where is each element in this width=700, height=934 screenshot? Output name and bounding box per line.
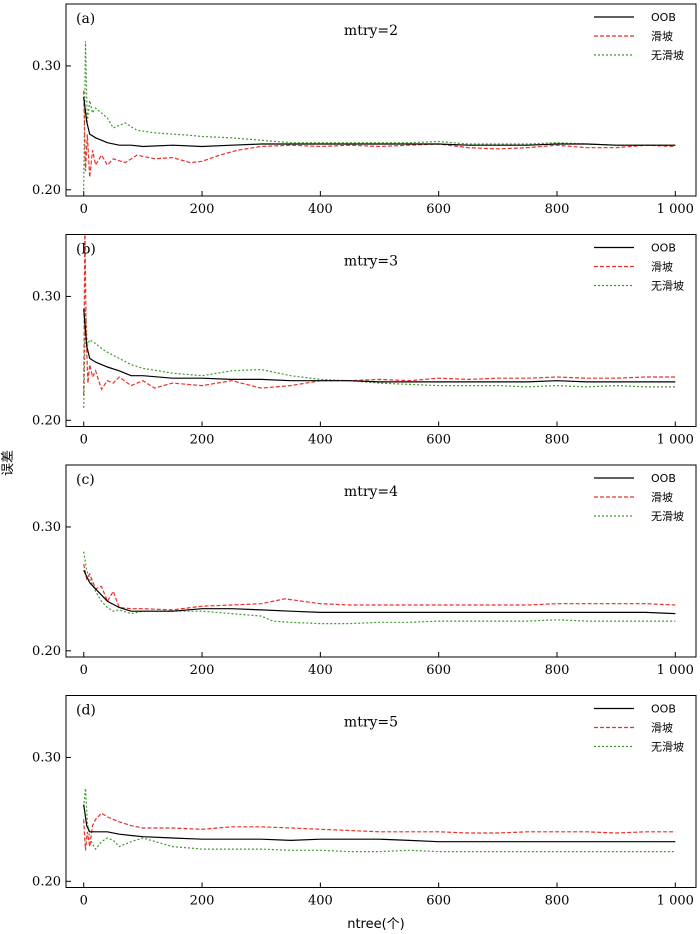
panel-b-legend-label-landslide: 滑坡 bbox=[651, 261, 673, 274]
panel-a-frame bbox=[65, 3, 697, 197]
panel-a-xtick-label: 1 000 bbox=[657, 202, 694, 217]
panel-b-label: (b) bbox=[76, 242, 96, 258]
panel-d-legend-label-oob: OOB bbox=[651, 703, 676, 716]
panel-c-legend-label-non-landslide: 无滑坡 bbox=[651, 510, 684, 523]
panel-b-legend-label-non-landslide: 无滑坡 bbox=[651, 280, 684, 293]
panel-a-ytick-label: 0.20 bbox=[32, 183, 61, 198]
panel-c-legend-label-landslide: 滑坡 bbox=[651, 491, 673, 504]
x-axis-label: ntree(个) bbox=[347, 917, 405, 932]
panel-a-series-oob bbox=[83, 96, 676, 148]
panel-c-series-landslide bbox=[83, 563, 676, 611]
panel-d-series-oob bbox=[83, 804, 676, 843]
panel-d-xtick-label: 1 000 bbox=[657, 894, 694, 909]
y-axis-label: 误差 bbox=[1, 450, 16, 476]
panel-b-xtick-label: 1 000 bbox=[657, 433, 694, 448]
panel-c-series-oob bbox=[83, 570, 676, 615]
panel-d-legend-label-non-landslide: 无滑坡 bbox=[651, 741, 684, 754]
panel-b-ytick-label: 0.20 bbox=[32, 413, 61, 428]
panel-d: 0.20 0.30 0 200 400 600 800 1 000 (d) mtry=5 OOB 滑坡… bbox=[32, 695, 697, 909]
panel-d-legend-label-landslide: 滑坡 bbox=[651, 722, 673, 735]
panel-a-ytick-label: 0.30 bbox=[32, 59, 61, 74]
panel-c-xtick-label: 0 bbox=[80, 663, 88, 678]
panel-a-xtick-label: 0 bbox=[80, 202, 88, 217]
panel-c-xtick-label: 800 bbox=[545, 663, 570, 678]
panel-c-ytick-label: 0.20 bbox=[32, 644, 61, 659]
panel-a-legend-label-landslide: 滑坡 bbox=[651, 30, 673, 43]
panel-b-xtick-label: 400 bbox=[308, 433, 333, 448]
panel-a-legend-label-oob: OOB bbox=[651, 11, 676, 24]
panel-b-legend-label-oob: OOB bbox=[651, 242, 676, 255]
panel-a-xtick-label: 200 bbox=[190, 202, 215, 217]
panel-a-xtick-label: 800 bbox=[545, 202, 570, 217]
panel-c-frame bbox=[65, 464, 697, 658]
panel-c-legend-label-oob: OOB bbox=[651, 472, 676, 485]
panel-a-title: mtry=2 bbox=[344, 23, 398, 39]
panel-a-legend-label-non-landslide: 无滑坡 bbox=[651, 49, 684, 62]
panel-c-ytick-label: 0.30 bbox=[32, 520, 61, 535]
panel-d-frame bbox=[65, 695, 697, 888]
panel-c-xtick-label: 200 bbox=[190, 663, 215, 678]
panel-b-xtick-label: 200 bbox=[190, 433, 215, 448]
panel-b-xtick-label: 800 bbox=[545, 433, 570, 448]
panel-c: 0.20 0.30 0 200 400 600 800 1 000 (c) mtry=4 OOB 滑坡… bbox=[32, 464, 697, 678]
panel-b-xtick-label: 600 bbox=[426, 433, 451, 448]
panel-a: 0.20 0.30 0 200 400 600 800 1 000 (a) mtry=2 OOB 滑坡… bbox=[32, 3, 697, 217]
panel-d-xtick-label: 200 bbox=[190, 894, 215, 909]
panel-c-title: mtry=4 bbox=[344, 484, 398, 500]
panel-b-xtick-label: 0 bbox=[80, 433, 88, 448]
panel-d-xtick-label: 800 bbox=[545, 894, 570, 909]
panel-a-series-non-landslide bbox=[83, 41, 676, 190]
panel-b-frame bbox=[65, 234, 697, 427]
panel-b-series-landslide bbox=[83, 235, 676, 396]
panel-d-title: mtry=5 bbox=[344, 715, 398, 731]
panel-a-xtick-label: 400 bbox=[308, 202, 333, 217]
panel-b: 0.20 0.30 0 200 400 600 800 1 000 (b) mtry=3 OOB 滑坡… bbox=[32, 234, 697, 448]
panel-c-xtick-label: 400 bbox=[308, 663, 333, 678]
panel-a-series-landslide bbox=[83, 90, 676, 178]
panel-d-xtick-label: 600 bbox=[426, 894, 451, 909]
panel-a-label: (a) bbox=[76, 11, 95, 27]
panel-c-label: (c) bbox=[76, 472, 95, 488]
panel-d-xtick-label: 0 bbox=[80, 894, 88, 909]
panel-d-series-landslide bbox=[83, 812, 676, 851]
panel-b-title: mtry=3 bbox=[344, 254, 398, 270]
panel-b-ytick-label: 0.30 bbox=[32, 289, 61, 304]
panel-d-series-non-landslide bbox=[83, 788, 676, 853]
panel-d-xtick-label: 400 bbox=[308, 894, 333, 909]
panel-b-series-oob bbox=[83, 308, 676, 383]
panel-d-label: (d) bbox=[76, 703, 96, 719]
panel-a-xtick-label: 600 bbox=[426, 202, 451, 217]
panel-b-series-non-landslide bbox=[83, 308, 676, 408]
panel-d-ytick-label: 0.30 bbox=[32, 750, 61, 765]
panel-c-xtick-label: 1 000 bbox=[657, 663, 694, 678]
panel-d-ytick-label: 0.20 bbox=[32, 874, 61, 889]
panel-c-xtick-label: 600 bbox=[426, 663, 451, 678]
